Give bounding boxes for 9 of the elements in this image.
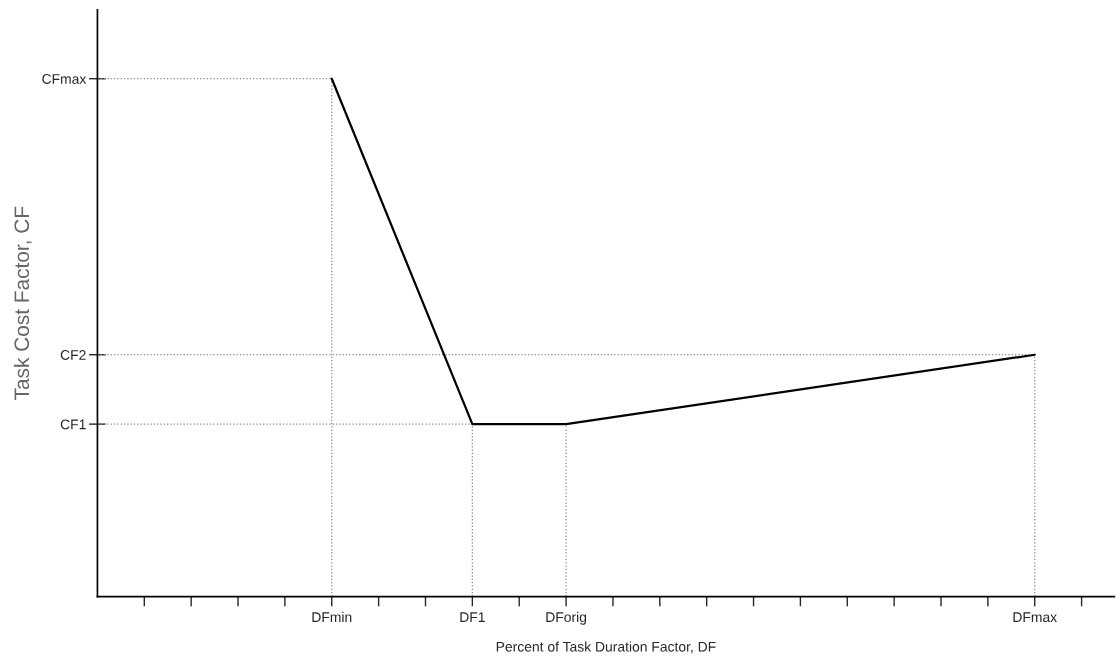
x-tick-label: DFmax [1013,612,1057,623]
ref-line-label: CF2 [60,350,86,360]
ref-line-label: CF1 [60,419,86,430]
x-tick-label: DF1 [460,612,485,622]
ref-line-label: CFmax [42,74,87,84]
y-axis-title: Task Cost Factor, CF [13,206,32,400]
x-tick-label: DForig [546,611,587,625]
x-tick-label: DFmin [312,611,352,622]
x-axis-title: Percent of Task Duration Factor, DF [496,641,716,654]
